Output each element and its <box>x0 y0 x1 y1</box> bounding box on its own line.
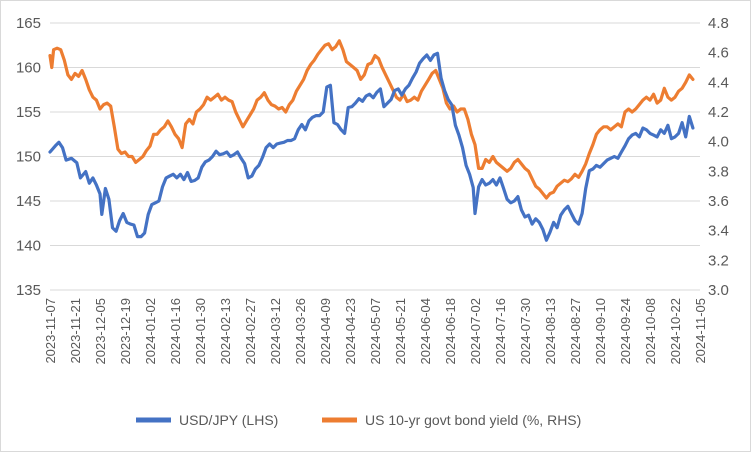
x-tick-label: 2024-02-13 <box>218 298 233 365</box>
right-tick-label: 3.4 <box>708 223 729 240</box>
x-tick-label: 2024-11-05 <box>693 298 708 364</box>
series-line-us10y <box>48 39 695 200</box>
x-tick-label: 2024-08-27 <box>568 298 583 365</box>
x-tick-label: 2024-05-21 <box>393 298 408 365</box>
left-tick-label: 150 <box>16 149 41 166</box>
right-tick-label: 3.6 <box>708 193 729 210</box>
x-tick-label: 2024-10-08 <box>643 298 658 365</box>
left-tick-label: 160 <box>16 60 41 77</box>
gridlines <box>50 22 700 291</box>
right-tick-label: 4.8 <box>708 15 729 32</box>
legend-label-us10y: US 10-yr govt bond yield (%, RHS) <box>365 412 581 428</box>
x-tick-label: 2024-04-09 <box>318 298 333 365</box>
right-tick-label: 3.0 <box>708 282 729 299</box>
right-axis-ticks: 3.0 3.2 3.4 3.6 3.8 4.0 4.2 4.4 4.6 4.8 <box>708 15 729 299</box>
x-tick-label: 2024-04-23 <box>343 298 358 365</box>
x-axis-ticks: 2023-11-07 2023-11-21 2023-12-05 2023-12-19… <box>43 298 708 365</box>
x-tick-label: 2024-01-16 <box>168 298 183 365</box>
x-tick-label: 2024-08-13 <box>543 298 558 365</box>
x-tick-label: 2023-12-19 <box>118 298 133 365</box>
right-tick-label: 4.6 <box>708 45 729 62</box>
right-tick-label: 4.4 <box>708 74 729 91</box>
x-tick-label: 2024-05-07 <box>368 298 383 365</box>
left-tick-label: 145 <box>16 193 41 210</box>
x-tick-label: 2024-02-27 <box>243 298 258 365</box>
x-tick-label: 2024-01-02 <box>143 298 158 365</box>
right-tick-label: 4.2 <box>708 104 729 121</box>
x-tick-label: 2024-01-30 <box>193 298 208 365</box>
left-tick-label: 165 <box>16 15 41 32</box>
x-tick-label: 2024-09-10 <box>593 298 608 365</box>
left-axis-ticks: 135 140 145 150 155 160 165 <box>16 15 41 299</box>
series-layer <box>48 39 695 242</box>
x-tick-label: 2024-07-30 <box>518 298 533 365</box>
x-tick-label: 2023-11-21 <box>68 298 83 364</box>
x-tick-label: 2024-10-22 <box>668 298 683 365</box>
left-tick-label: 140 <box>16 238 41 255</box>
right-tick-label: 4.0 <box>708 134 729 151</box>
right-tick-label: 3.2 <box>708 252 729 269</box>
x-tick-label: 2023-12-05 <box>93 298 108 365</box>
x-tick-label: 2024-06-04 <box>418 298 433 365</box>
series-line-usdjpy <box>48 51 695 242</box>
legend: USD/JPY (LHS) US 10-yr govt bond yield (… <box>136 412 581 428</box>
x-tick-label: 2024-03-12 <box>268 298 283 365</box>
x-tick-label: 2024-09-24 <box>618 298 633 365</box>
x-tick-label: 2024-06-18 <box>443 298 458 365</box>
left-tick-label: 155 <box>16 104 41 121</box>
x-tick-label: 2024-03-26 <box>293 298 308 365</box>
x-tick-label: 2024-07-16 <box>493 298 508 365</box>
legend-label-usdjpy: USD/JPY (LHS) <box>179 412 278 428</box>
right-tick-label: 3.8 <box>708 163 729 180</box>
x-tick-label: 2024-07-02 <box>468 298 483 365</box>
left-tick-label: 135 <box>16 282 41 299</box>
x-tick-label: 2023-11-07 <box>43 298 58 364</box>
